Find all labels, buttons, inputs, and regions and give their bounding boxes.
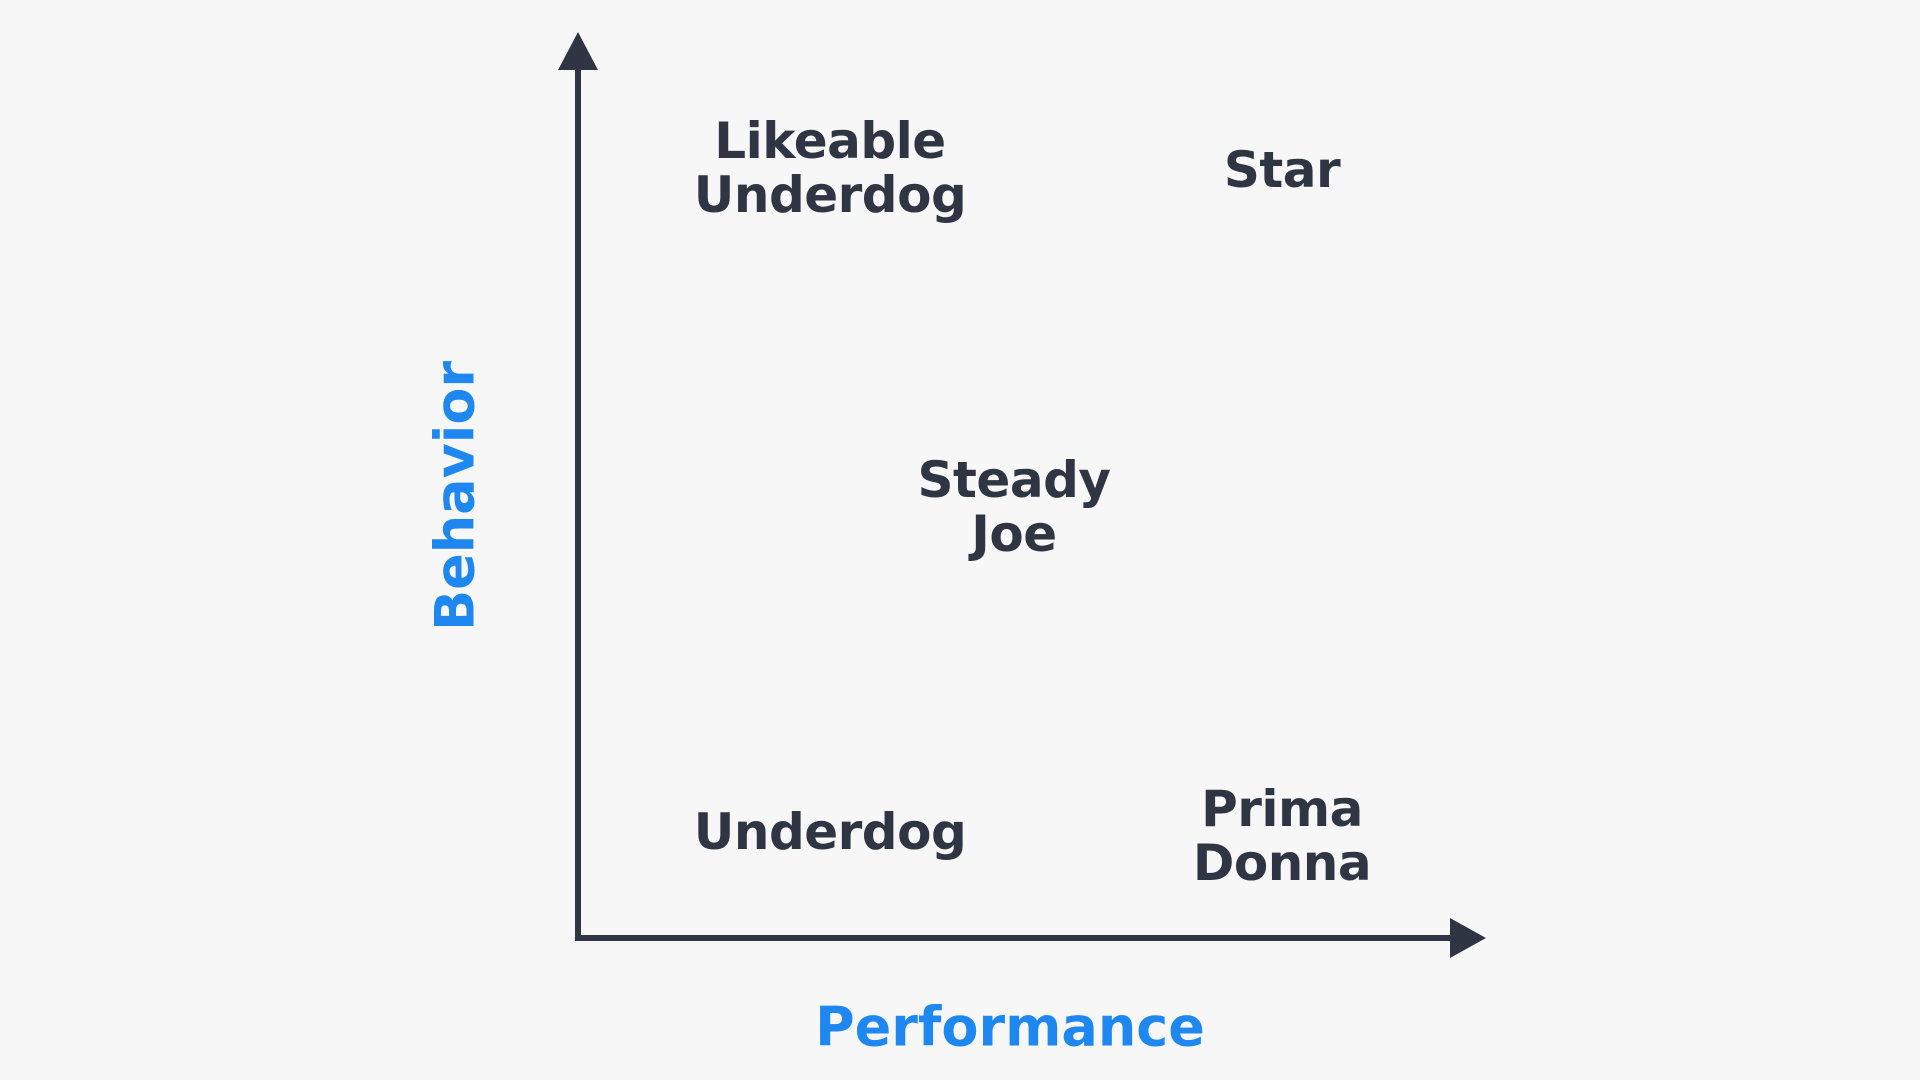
label-star: Star xyxy=(1223,141,1341,199)
x-axis-arrowhead xyxy=(1450,918,1486,958)
label-underdog: Underdog xyxy=(694,805,967,859)
label-steady-joe-line-2: Joe xyxy=(971,505,1057,563)
label-likeable-underdog-line-1: Likeable xyxy=(714,112,946,170)
label-steady-joe: Steady Joe xyxy=(918,453,1111,561)
y-axis-label: Behavior xyxy=(423,360,487,632)
label-prima-donna-line-1: Prima xyxy=(1201,780,1363,838)
label-star-line-1: Star xyxy=(1223,141,1341,199)
label-steady-joe-line-1: Steady xyxy=(917,451,1111,509)
label-likeable-underdog: Likeable Underdog xyxy=(694,114,967,222)
label-underdog-line-1: Underdog xyxy=(693,803,967,861)
x-axis-label: Performance xyxy=(815,995,1205,1059)
label-prima-donna-line-2: Donna xyxy=(1192,834,1372,892)
label-likeable-underdog-line-2: Underdog xyxy=(693,166,967,224)
label-prima-donna: Prima Donna xyxy=(1192,780,1372,892)
y-axis-arrowhead xyxy=(558,32,598,70)
